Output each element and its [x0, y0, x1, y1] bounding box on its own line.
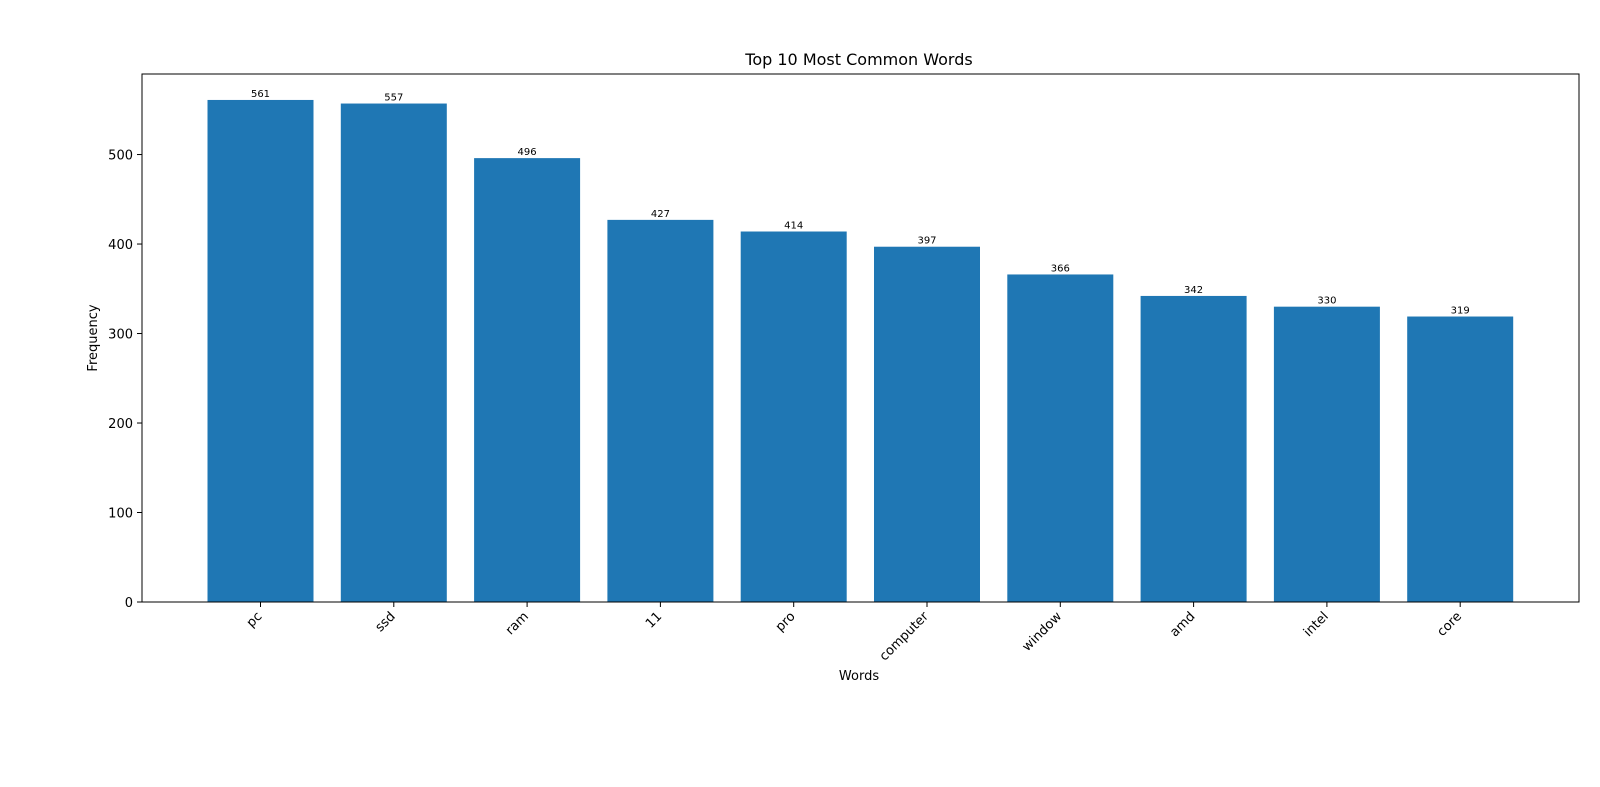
- y-tick-label-400: 400: [108, 238, 133, 253]
- y-tick-label-500: 500: [108, 149, 133, 164]
- x-axis: pc ssd ram 11 pro computer window amd intel core: [244, 602, 1465, 664]
- x-tick-label-intel: intel: [1301, 609, 1332, 640]
- y-axis: 0 100 200 300 400 500: [108, 149, 142, 611]
- data-label-core: 319: [1451, 306, 1470, 317]
- y-axis-label: Frequency: [86, 304, 101, 371]
- x-tick-label-core: core: [1435, 609, 1466, 640]
- bar-core: [1407, 316, 1514, 602]
- data-labels-group: 561 557 496 427 414 397 366 342 330 319: [251, 89, 1470, 317]
- bar-pc: [207, 99, 314, 602]
- bar-window: [1007, 274, 1114, 602]
- x-tick-label-computer: computer: [877, 609, 932, 664]
- data-label-intel: 330: [1317, 296, 1336, 307]
- data-label-11: 427: [651, 209, 670, 220]
- bar-11: [607, 219, 714, 602]
- x-tick-label-amd: amd: [1167, 609, 1198, 640]
- data-label-ram: 496: [518, 147, 537, 158]
- data-label-amd: 342: [1184, 285, 1203, 296]
- bar-ram: [474, 158, 581, 602]
- y-tick-label-0: 0: [125, 596, 133, 611]
- plot-frame: [141, 73, 1580, 603]
- data-label-pro: 414: [784, 221, 803, 232]
- data-label-window: 366: [1051, 263, 1070, 274]
- bars-group: [207, 99, 1514, 603]
- chart-title: Top 10 Most Common Words: [744, 50, 972, 69]
- x-tick-label-window: window: [1020, 609, 1066, 655]
- x-tick-label-11: 11: [643, 609, 665, 631]
- x-tick-label-pc: pc: [244, 609, 266, 631]
- y-tick-label-300: 300: [108, 328, 133, 343]
- y-tick-label-200: 200: [108, 417, 133, 432]
- x-axis-label: Words: [839, 669, 879, 684]
- data-label-pc: 561: [251, 89, 270, 100]
- bar-ssd: [340, 103, 447, 603]
- data-label-ssd: 557: [384, 93, 403, 104]
- bar-computer: [874, 246, 980, 603]
- x-tick-label-pro: pro: [773, 609, 799, 635]
- x-tick-label-ram: ram: [503, 609, 532, 638]
- bar-pro: [740, 231, 847, 603]
- data-label-computer: 397: [917, 236, 936, 247]
- bar-amd: [1140, 295, 1247, 602]
- y-tick-label-100: 100: [108, 507, 133, 522]
- bar-intel: [1273, 306, 1380, 602]
- x-tick-label-ssd: ssd: [373, 609, 399, 635]
